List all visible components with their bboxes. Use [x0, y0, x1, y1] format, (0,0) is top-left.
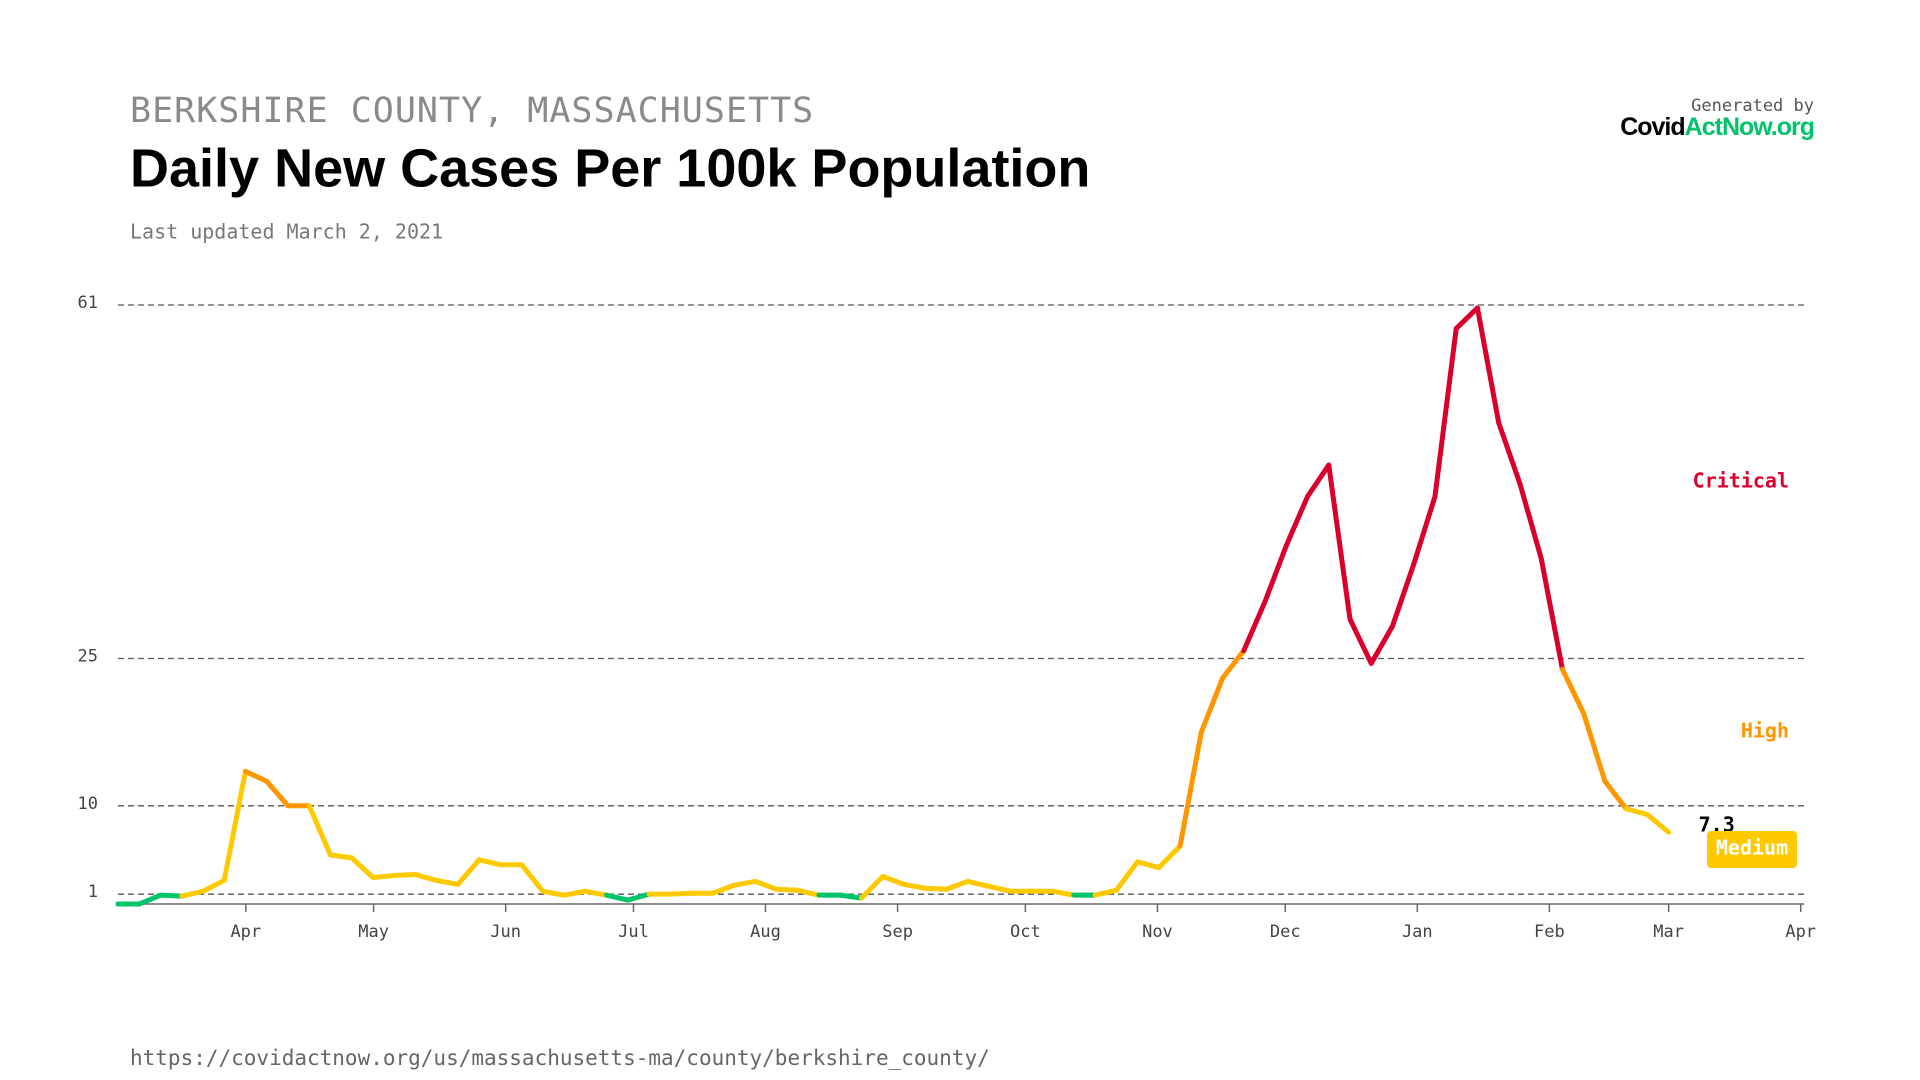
level-label: High — [1741, 719, 1789, 743]
line-segment — [1517, 481, 1544, 561]
line-segment — [1559, 666, 1587, 716]
line-segment — [157, 892, 185, 899]
x-tick-label: Jan — [1402, 922, 1433, 942]
line-segment — [179, 888, 206, 899]
line-segment — [136, 892, 163, 907]
line-segment — [1411, 493, 1438, 567]
line-segment — [710, 882, 737, 896]
line-segment — [1538, 555, 1565, 672]
line-segment — [1581, 710, 1608, 784]
line-segment — [1050, 888, 1077, 898]
line-segment — [519, 862, 546, 894]
x-tick-label: Sep — [882, 922, 913, 942]
line-segment — [667, 890, 695, 897]
x-tick-label: Aug — [750, 922, 781, 942]
x-tick-label: Apr — [230, 922, 261, 942]
x-tick-label: Apr — [1785, 922, 1816, 942]
generated-by: Generated by — [1691, 96, 1814, 116]
line-segment — [455, 857, 482, 887]
x-tick-label: Jul — [618, 922, 649, 942]
line-segment — [1368, 623, 1395, 666]
line-segment — [242, 768, 270, 784]
line-segment — [1390, 561, 1417, 629]
x-tick-label: Feb — [1534, 922, 1565, 942]
y-tick-label: 25 — [78, 647, 98, 667]
line-segment — [200, 877, 227, 894]
level-label: Critical — [1693, 468, 1789, 492]
line-segment — [1113, 859, 1141, 893]
chart-region: BERKSHIRE COUNTY, MASSACHUSETTS — [130, 91, 814, 131]
x-tick-label: Oct — [1010, 922, 1041, 942]
line-segment — [264, 778, 291, 809]
line-segment — [965, 878, 992, 889]
line-segment — [1326, 462, 1353, 622]
line-segment — [752, 878, 779, 892]
line-segment — [1198, 675, 1226, 735]
line-segment — [1623, 806, 1650, 818]
line-segment — [1092, 887, 1119, 898]
line-segment — [327, 852, 355, 861]
brand-part: ActNow.org — [1685, 113, 1814, 141]
brand: CovidActNow.org — [1620, 113, 1814, 141]
y-tick-label: 61 — [78, 293, 98, 313]
line-segment — [306, 803, 333, 858]
chart-title: Daily New Cases Per 100k Population — [130, 138, 1090, 198]
line-segment — [1283, 493, 1311, 549]
last-updated: Last updated March 2, 2021 — [130, 220, 443, 244]
level-badge — [1707, 831, 1797, 868]
line-segment — [1453, 305, 1480, 332]
line-segment — [476, 857, 503, 868]
line-segment — [1496, 420, 1523, 487]
line-segment — [922, 885, 949, 892]
line-segment — [795, 887, 822, 898]
line-segment — [370, 873, 397, 880]
line-segment — [1644, 812, 1672, 835]
line-segment — [1432, 326, 1459, 499]
x-tick-label: Nov — [1142, 922, 1173, 942]
y-tick-label: 1 — [88, 882, 98, 902]
x-tick-label: Mar — [1653, 922, 1684, 942]
x-tick-label: Jun — [490, 922, 521, 942]
line-segment — [943, 878, 971, 892]
level-badge-label: Medium — [1716, 836, 1788, 860]
line-segment — [731, 878, 758, 888]
line-segment — [901, 881, 928, 891]
line-segment — [1262, 543, 1289, 605]
line-segment — [1156, 843, 1183, 871]
y-tick-label: 10 — [78, 794, 98, 814]
line-segment — [1347, 616, 1374, 666]
line-segment — [837, 892, 864, 901]
line-segment — [986, 883, 1013, 894]
line-segment — [1220, 648, 1247, 681]
x-tick-label: Dec — [1270, 922, 1301, 942]
line-segment — [582, 888, 610, 898]
line-segment — [1474, 305, 1502, 426]
line-segment — [434, 877, 461, 887]
line-segment — [221, 768, 248, 883]
line-segment — [858, 874, 886, 901]
line-segment — [540, 888, 567, 898]
line-segment — [391, 872, 418, 879]
line-segment — [349, 855, 376, 880]
line-segment — [1602, 778, 1629, 812]
line-segment — [1177, 729, 1204, 849]
brand-part: Covid — [1620, 113, 1684, 141]
line-segment — [773, 886, 801, 893]
source-url[interactable]: https://covidactnow.org/us/massachusetts… — [130, 1046, 990, 1070]
line-segment — [412, 872, 440, 883]
line-segment — [561, 888, 588, 898]
line-segment — [1241, 599, 1268, 654]
line-segment — [880, 874, 907, 887]
line-segment — [625, 891, 652, 903]
line-segment — [1135, 859, 1162, 871]
line-segment — [1305, 462, 1332, 499]
x-tick-label: May — [358, 922, 389, 942]
line-segment — [604, 892, 631, 903]
